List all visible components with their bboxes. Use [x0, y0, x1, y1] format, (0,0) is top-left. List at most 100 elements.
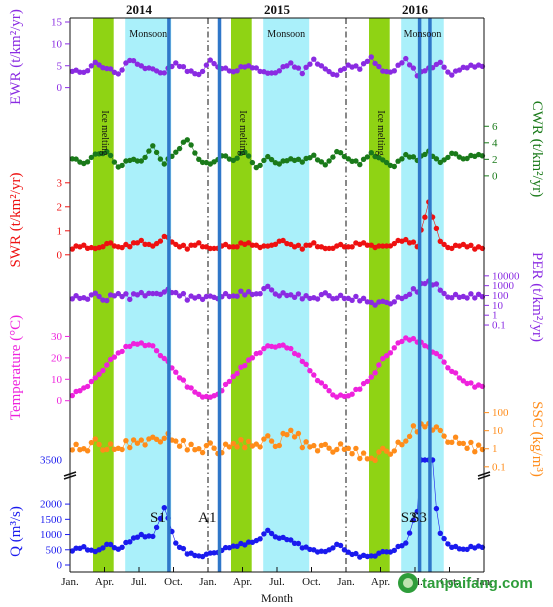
- per-point: [410, 286, 417, 292]
- q-point: [153, 524, 160, 531]
- temperature-point: [311, 372, 317, 378]
- swr-point: [410, 239, 417, 245]
- ssc-point: [445, 439, 451, 445]
- q-point: [150, 533, 156, 540]
- cwr-point: [84, 159, 91, 165]
- cwr-point: [391, 163, 397, 170]
- temperature-point: [111, 354, 118, 360]
- ssc-point: [299, 444, 305, 451]
- q-point: [441, 535, 447, 542]
- ice-melting-label-1: Ice melting: [99, 110, 110, 155]
- storm-label-A1: A1: [198, 510, 216, 526]
- ssc-y-tick-label: 100: [492, 407, 509, 419]
- swr-point: [130, 240, 137, 246]
- temperature-y-axis-title: Temperature (°C): [8, 315, 24, 420]
- ewr-y-tick-label: 15: [51, 17, 63, 29]
- swr-point: [303, 242, 309, 248]
- ewr-point: [368, 54, 374, 60]
- temperature-point: [460, 378, 466, 384]
- ewr-point: [303, 64, 309, 71]
- swr-point: [437, 238, 443, 244]
- ssc-y-axis-title: SSC (kg/m³): [529, 401, 545, 477]
- cwr-point: [433, 156, 440, 162]
- temperature-point: [445, 365, 451, 371]
- ssc-point: [326, 445, 332, 451]
- cwr-y-tick-label: 2: [492, 154, 498, 166]
- swr-point: [188, 242, 194, 248]
- ssc-point: [107, 441, 114, 447]
- ssc-point: [226, 444, 233, 450]
- q-point: [288, 537, 294, 543]
- swr-point: [157, 238, 164, 244]
- swr-point: [184, 246, 190, 252]
- q-point: [146, 533, 152, 539]
- per-y-tick-label: 0.1: [492, 320, 506, 332]
- cwr-point: [245, 153, 252, 159]
- cwr-y-tick-label: 4: [492, 137, 498, 149]
- q-break-label: 3500: [40, 455, 63, 467]
- data-series: [69, 54, 486, 560]
- temperature-point: [188, 385, 194, 391]
- q-point: [157, 515, 164, 522]
- per-point: [257, 291, 263, 297]
- cwr-point: [184, 137, 190, 143]
- ewr-point: [268, 70, 275, 76]
- ewr-point: [234, 68, 240, 74]
- per-point: [276, 293, 282, 299]
- swr-point: [272, 241, 279, 247]
- temperature-point: [372, 370, 378, 376]
- swr-point: [192, 242, 198, 248]
- temperature-point: [84, 383, 91, 390]
- cwr-point: [261, 157, 267, 164]
- swr-point: [314, 244, 321, 250]
- axis-break-mark-2: [477, 474, 491, 480]
- temperature-y-tick-label: 10: [51, 374, 63, 386]
- ewr-point: [353, 63, 359, 69]
- ewr-point: [92, 59, 99, 65]
- ssc-point: [73, 441, 79, 447]
- swr-point: [127, 244, 133, 250]
- ssc-point: [353, 445, 359, 452]
- cwr-point: [222, 153, 229, 159]
- temperature-point: [437, 353, 443, 360]
- ewr-point: [207, 57, 213, 63]
- ssc-point: [245, 438, 252, 445]
- swr-point: [326, 245, 332, 252]
- ssc-point: [376, 449, 382, 455]
- cwr-point: [422, 151, 428, 158]
- ewr-y-tick-label: 10: [51, 38, 63, 50]
- year-label-2015: 2015: [264, 2, 291, 17]
- temperature-y-tick-label: 20: [51, 352, 63, 364]
- ssc-point: [188, 441, 194, 447]
- temperature-point: [357, 386, 363, 392]
- ewr-point: [341, 66, 348, 72]
- per-point: [268, 287, 275, 293]
- cwr-point: [307, 155, 313, 161]
- ssc-point: [104, 446, 110, 453]
- temperature-point: [295, 352, 302, 358]
- ssc-point: [410, 423, 417, 429]
- x-tick-label: Apr.: [233, 576, 253, 588]
- per-point: [138, 289, 144, 296]
- swr-point: [383, 243, 390, 249]
- cwr-point: [311, 152, 317, 158]
- per-y-tick-label: 10: [492, 300, 504, 312]
- ewr-point: [196, 71, 202, 78]
- temperature-point: [150, 343, 156, 349]
- ewr-point: [115, 71, 122, 77]
- ewr-point: [357, 66, 363, 72]
- ssc-point: [460, 440, 466, 447]
- swr-point: [299, 246, 305, 252]
- swr-point: [387, 243, 394, 249]
- ssc-point: [349, 451, 355, 457]
- q-point: [173, 540, 179, 546]
- per-point: [238, 288, 244, 294]
- ewr-point: [222, 65, 229, 71]
- cwr-point: [322, 162, 328, 168]
- ewr-point: [130, 58, 137, 64]
- ssc-point: [380, 445, 386, 452]
- storm-label-S3: S3: [411, 510, 427, 526]
- ssc-point: [303, 439, 309, 445]
- q-y-tick-label: 500: [46, 544, 63, 556]
- cwr-point: [157, 156, 164, 162]
